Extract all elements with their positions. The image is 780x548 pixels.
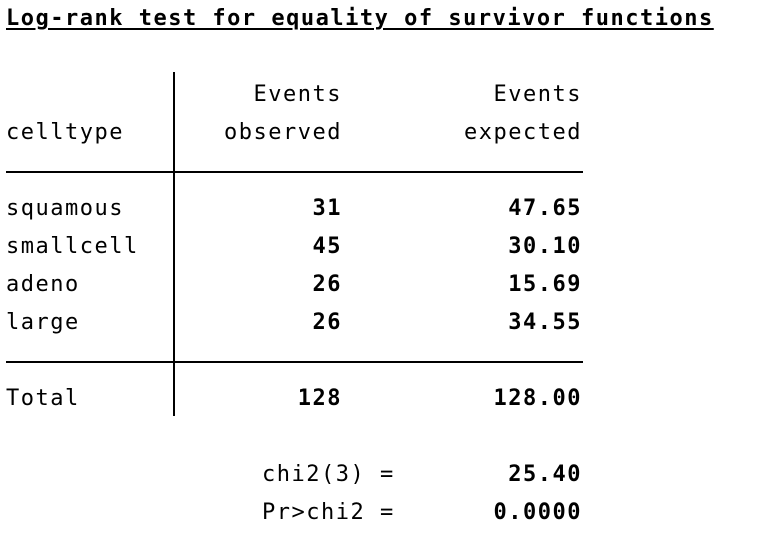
chi2-value: 25.40 xyxy=(508,462,582,487)
row-label: squamous xyxy=(6,196,124,221)
observed-header-line2: observed xyxy=(224,120,342,145)
expected-header-line2: expected xyxy=(464,120,582,145)
row-label: large xyxy=(6,310,80,335)
events-observed-cell: 26 xyxy=(312,310,342,335)
total-separator xyxy=(6,361,583,363)
p-value: 0.0000 xyxy=(493,500,582,525)
output-title: Log-rank test for equality of survivor f… xyxy=(6,6,714,31)
expected-header-line1: Events xyxy=(493,82,582,107)
events-expected-cell: 30.10 xyxy=(508,234,582,259)
group-label-header: celltype xyxy=(6,120,124,145)
observed-header-line1: Events xyxy=(253,82,342,107)
events-observed-cell: 45 xyxy=(312,234,342,259)
chi2-label: chi2(3) = xyxy=(262,462,395,487)
row-label: adeno xyxy=(6,272,80,297)
row-label: smallcell xyxy=(6,234,139,259)
total-expected-cell: 128.00 xyxy=(493,386,582,411)
total-label: Total xyxy=(6,386,80,411)
table-vertical-rule xyxy=(173,72,175,416)
events-expected-cell: 34.55 xyxy=(508,310,582,335)
events-observed-cell: 31 xyxy=(312,196,342,221)
events-expected-cell: 47.65 xyxy=(508,196,582,221)
events-expected-cell: 15.69 xyxy=(508,272,582,297)
total-observed-cell: 128 xyxy=(297,386,342,411)
p-value-label: Pr>chi2 = xyxy=(262,500,395,525)
events-observed-cell: 26 xyxy=(312,272,342,297)
header-separator xyxy=(6,171,583,173)
